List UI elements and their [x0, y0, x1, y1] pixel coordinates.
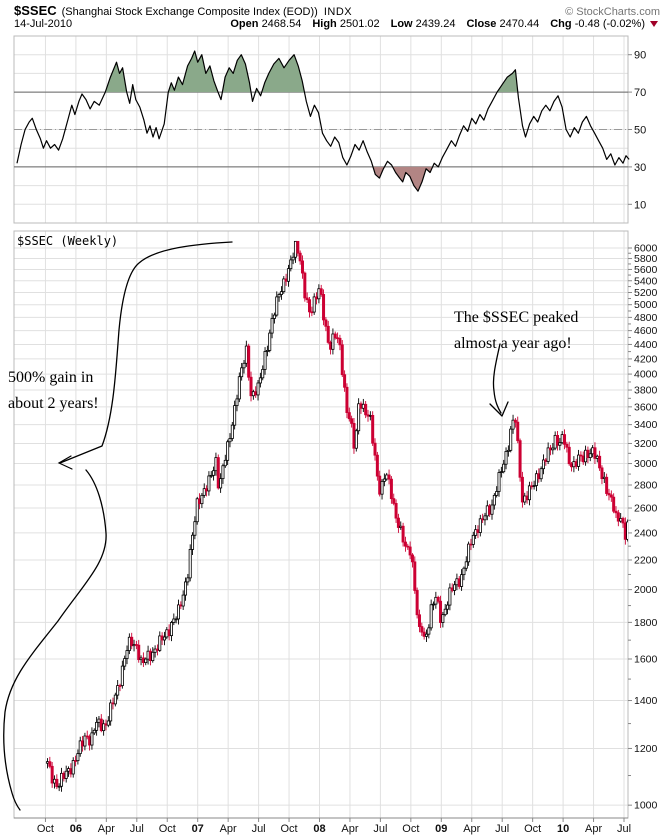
svg-text:07: 07 [192, 823, 204, 835]
svg-text:3600: 3600 [634, 401, 658, 413]
svg-text:6000: 6000 [634, 243, 658, 255]
svg-text:2000: 2000 [634, 584, 658, 596]
svg-text:2400: 2400 [634, 527, 658, 539]
rsi-panel-grid [13, 35, 629, 224]
svg-text:50: 50 [634, 125, 646, 137]
change-quote: Chg -0.48 (-0.02%) [550, 18, 645, 30]
svg-text:08: 08 [313, 823, 325, 835]
gain-note-line1: 500% gain in [8, 369, 93, 386]
high-quote: High 2501.02 [312, 18, 380, 30]
svg-text:2600: 2600 [634, 503, 658, 515]
svg-text:3800: 3800 [634, 385, 658, 397]
peak-note-line2: almost a year ago! [454, 335, 572, 352]
svg-text:Apr: Apr [585, 823, 602, 835]
svg-text:Oct: Oct [280, 823, 297, 835]
svg-text:30: 30 [634, 162, 646, 174]
svg-text:4400: 4400 [634, 339, 658, 351]
svg-text:Oct: Oct [402, 823, 419, 835]
svg-text:Apr: Apr [341, 823, 358, 835]
ticker-symbol: $SSEC [14, 3, 57, 18]
arrowhead [489, 401, 509, 417]
svg-text:Apr: Apr [220, 823, 237, 835]
svg-text:Apr: Apr [463, 823, 480, 835]
svg-text:Jul: Jul [617, 823, 631, 835]
weekly-candlesticks [45, 240, 628, 792]
close-quote: Close 2470.44 [466, 18, 540, 30]
low-quote: Low 2439.24 [390, 18, 456, 30]
svg-text:3200: 3200 [634, 438, 658, 450]
price-panel-label: $SSEC (Weekly) [17, 234, 118, 248]
svg-text:5400: 5400 [634, 275, 658, 287]
peak-annotation: The $SSEC peaked almost a year ago! [454, 309, 578, 417]
svg-text:90: 90 [634, 50, 646, 62]
open-quote: Open 2468.54 [230, 18, 302, 30]
price-panel-grid [13, 230, 629, 819]
rsi-right-axis: 10 30 50 70 90 [628, 50, 646, 211]
rsi-indicator-plot [16, 50, 630, 192]
svg-text:09: 09 [435, 823, 447, 835]
brace-tip-barbs [57, 455, 73, 470]
stockcharts-watermark: © StockCharts.com [565, 6, 660, 18]
quote-date: 14-Jul-2010 [14, 18, 73, 30]
change-down-arrow-icon [650, 21, 658, 27]
svg-text:10: 10 [634, 199, 646, 211]
svg-text:4600: 4600 [634, 325, 658, 337]
svg-text:1800: 1800 [634, 617, 658, 629]
svg-text:2200: 2200 [634, 554, 658, 566]
svg-text:Oct: Oct [524, 823, 541, 835]
svg-text:Oct: Oct [159, 823, 176, 835]
svg-text:70: 70 [634, 87, 646, 99]
chart-header: $SSEC (Shanghai Stock Exchange Composite… [0, 0, 670, 34]
svg-text:06: 06 [70, 823, 82, 835]
svg-text:2800: 2800 [634, 479, 658, 491]
gain-note-line2: about 2 years! [8, 395, 99, 412]
svg-text:3400: 3400 [634, 419, 658, 431]
quote-row: 14-Jul-2010 Open 2468.54 High 2501.02 Lo… [14, 18, 658, 30]
peak-note-line1: The $SSEC peaked [454, 309, 578, 326]
svg-text:10: 10 [557, 823, 569, 835]
svg-text:Jul: Jul [130, 823, 144, 835]
svg-text:4800: 4800 [634, 312, 658, 324]
svg-text:5800: 5800 [634, 253, 658, 265]
hand-drawn-arrow [492, 343, 502, 414]
date-axis: Oct 06 Apr Jul Oct 07 Apr Jul Oct 08 Apr Jul Oct 09 Ap… [14, 817, 631, 835]
svg-text:5200: 5200 [634, 287, 658, 299]
svg-text:Jul: Jul [373, 823, 387, 835]
svg-text:1000: 1000 [634, 800, 658, 812]
svg-text:4000: 4000 [634, 369, 658, 381]
svg-text:5600: 5600 [634, 264, 658, 276]
svg-text:Jul: Jul [495, 823, 509, 835]
gain-annotation: 500% gain in about 2 years! [3, 241, 233, 811]
svg-text:1400: 1400 [634, 695, 658, 707]
svg-text:Jul: Jul [252, 823, 266, 835]
svg-text:3000: 3000 [634, 458, 658, 470]
svg-text:Oct: Oct [37, 823, 54, 835]
svg-text:Apr: Apr [98, 823, 115, 835]
exchange-code: INDX [323, 6, 353, 18]
svg-text:1600: 1600 [634, 654, 658, 666]
price-right-axis: 1000 1200 1400 1600 1800 2000 2200 2400 2600 2800… [628, 243, 658, 812]
hand-drawn-brace-lower [3, 469, 107, 811]
svg-text:5000: 5000 [634, 299, 658, 311]
index-full-name: (Shanghai Stock Exchange Composite Index… [61, 6, 318, 18]
svg-text:1200: 1200 [634, 743, 658, 755]
title-row: $SSEC (Shanghai Stock Exchange Composite… [14, 3, 660, 18]
svg-text:4200: 4200 [634, 353, 658, 365]
hand-drawn-brace [59, 241, 233, 464]
